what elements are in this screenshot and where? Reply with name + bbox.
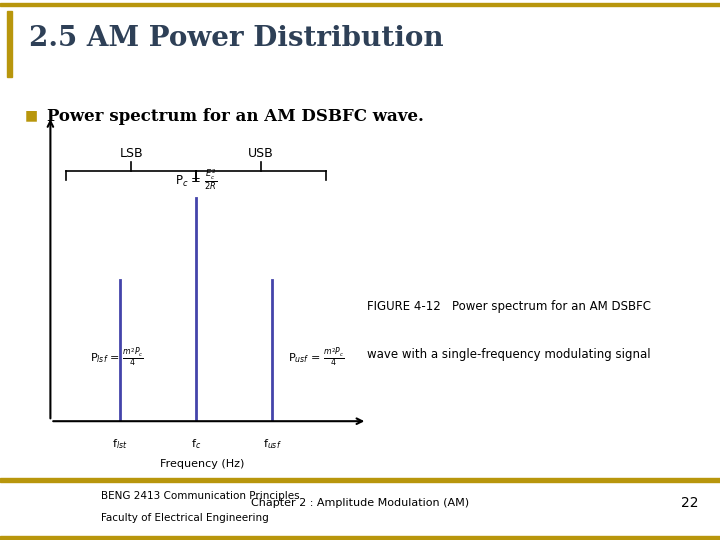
Text: ■: ■ (25, 108, 38, 122)
Text: BENG 2413 Communication Principles: BENG 2413 Communication Principles (101, 491, 300, 501)
Text: f$_{lst}$: f$_{lst}$ (112, 437, 128, 451)
Text: Power spectrum for an AM DSBFC wave.: Power spectrum for an AM DSBFC wave. (47, 108, 423, 125)
Text: f$_{usf}$: f$_{usf}$ (263, 437, 282, 451)
Text: P$_{usf}$ = $\frac{m^2P_c}{4}$: P$_{usf}$ = $\frac{m^2P_c}{4}$ (288, 347, 345, 368)
Text: LSB: LSB (120, 147, 143, 160)
Text: FIGURE 4-12   Power spectrum for an AM DSBFC: FIGURE 4-12 Power spectrum for an AM DSB… (367, 300, 651, 313)
Text: Frequency (Hz): Frequency (Hz) (161, 460, 245, 469)
Text: wave with a single-frequency modulating signal: wave with a single-frequency modulating … (367, 348, 651, 361)
Text: 22: 22 (681, 496, 698, 510)
Bar (0, 536, 720, 540)
Bar (0, 3, 720, 6)
Text: 2.5 AM Power Distribution: 2.5 AM Power Distribution (29, 25, 444, 52)
Text: P$_c$ = $\frac{E_c^2}{2R}$: P$_c$ = $\frac{E_c^2}{2R}$ (175, 168, 217, 192)
Text: f$_{c}$: f$_{c}$ (191, 437, 201, 451)
Text: USB: USB (248, 147, 274, 160)
Text: P$_{lsf}$ = $\frac{m^2P_c}{4}$: P$_{lsf}$ = $\frac{m^2P_c}{4}$ (90, 347, 144, 368)
Text: Chapter 2 : Amplitude Modulation (AM): Chapter 2 : Amplitude Modulation (AM) (251, 498, 469, 509)
Text: Faculty of Electrical Engineering: Faculty of Electrical Engineering (101, 514, 269, 523)
Bar (0, 478, 720, 482)
Bar (7, 10, 12, 77)
